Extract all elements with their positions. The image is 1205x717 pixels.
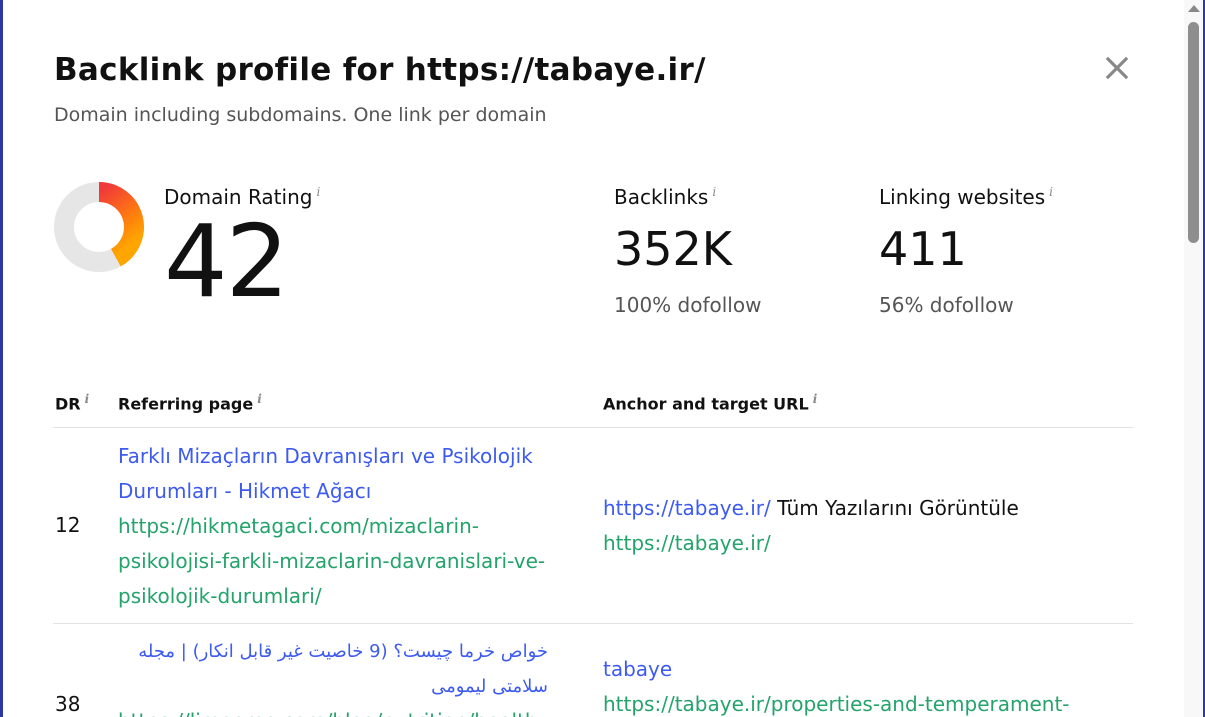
scrollbar-thumb[interactable]	[1188, 22, 1199, 243]
info-icon[interactable]: i	[316, 185, 321, 200]
scroll-up-arrow-icon[interactable]	[1188, 5, 1200, 12]
column-header-anchor[interactable]: Anchor and target URL i	[603, 392, 818, 414]
divider	[53, 623, 1133, 624]
referring-page-title[interactable]: خواص خرما چیست؟ (9 خاصیت غیر قابل انکار)…	[138, 641, 548, 697]
linking-websites-dofollow: 56% dofollow	[879, 293, 1014, 317]
anchor-cell: tabaye https://tabaye.ir/properties-and-…	[603, 652, 1143, 717]
modal-subtitle: Domain including subdomains. One link pe…	[54, 104, 547, 126]
anchor-text: Tüm Yazılarını Görüntüle	[777, 496, 1019, 520]
background-window-edge	[1203, 0, 1205, 717]
backlinks-label: Backlinks i	[614, 185, 717, 209]
domain-rating-label: Domain Rating i	[164, 185, 321, 209]
anchor-link[interactable]: https://tabaye.ir/	[603, 496, 771, 520]
info-icon[interactable]: i	[712, 185, 717, 200]
backlinks-dofollow: 100% dofollow	[614, 293, 762, 317]
info-icon[interactable]: i	[257, 392, 262, 406]
linking-websites-label: Linking websites i	[879, 185, 1053, 209]
target-url[interactable]: https://tabaye.ir/properties-and-tempera…	[603, 692, 1070, 716]
column-header-referring-page[interactable]: Referring page i	[118, 392, 262, 414]
info-icon[interactable]: i	[84, 392, 90, 406]
info-icon[interactable]: i	[1049, 185, 1053, 200]
modal-title: Backlink profile for https://tabaye.ir/	[54, 52, 706, 88]
backlink-profile-modal: Backlink profile for https://tabaye.ir/ …	[3, 0, 1183, 717]
gauge-fill	[98, 182, 144, 267]
referring-page-url[interactable]: https://limoome.com/blog/nutrition/healt…	[118, 704, 556, 717]
referring-page: خواص خرما چیست؟ (9 خاصیت غیر قابل انکار)…	[118, 634, 556, 717]
background-window-edge	[0, 0, 3, 717]
column-header-dr[interactable]: DR i	[55, 392, 90, 414]
referring-page-url[interactable]: https://hikmetagaci.com/mizaclarin-psiko…	[118, 514, 546, 608]
referring-page: Farklı Mizaçların Davranışları ve Psikol…	[118, 439, 593, 614]
info-icon[interactable]: i	[812, 392, 818, 406]
close-icon[interactable]	[1104, 55, 1130, 81]
dr-value: 12	[55, 513, 81, 537]
domain-rating-value: 42	[164, 203, 289, 320]
linking-websites-value: 411	[879, 222, 967, 276]
dr-value: 38	[55, 692, 81, 716]
target-url[interactable]: https://tabaye.ir/	[603, 531, 771, 555]
referring-page-title[interactable]: Farklı Mizaçların Davranışları ve Psikol…	[118, 444, 533, 503]
divider	[53, 427, 1133, 428]
backlinks-value: 352K	[614, 222, 732, 276]
domain-rating-gauge	[54, 182, 144, 272]
anchor-cell: https://tabaye.ir/ Tüm Yazılarını Görünt…	[603, 491, 1133, 561]
anchor-link[interactable]: tabaye	[603, 657, 673, 681]
